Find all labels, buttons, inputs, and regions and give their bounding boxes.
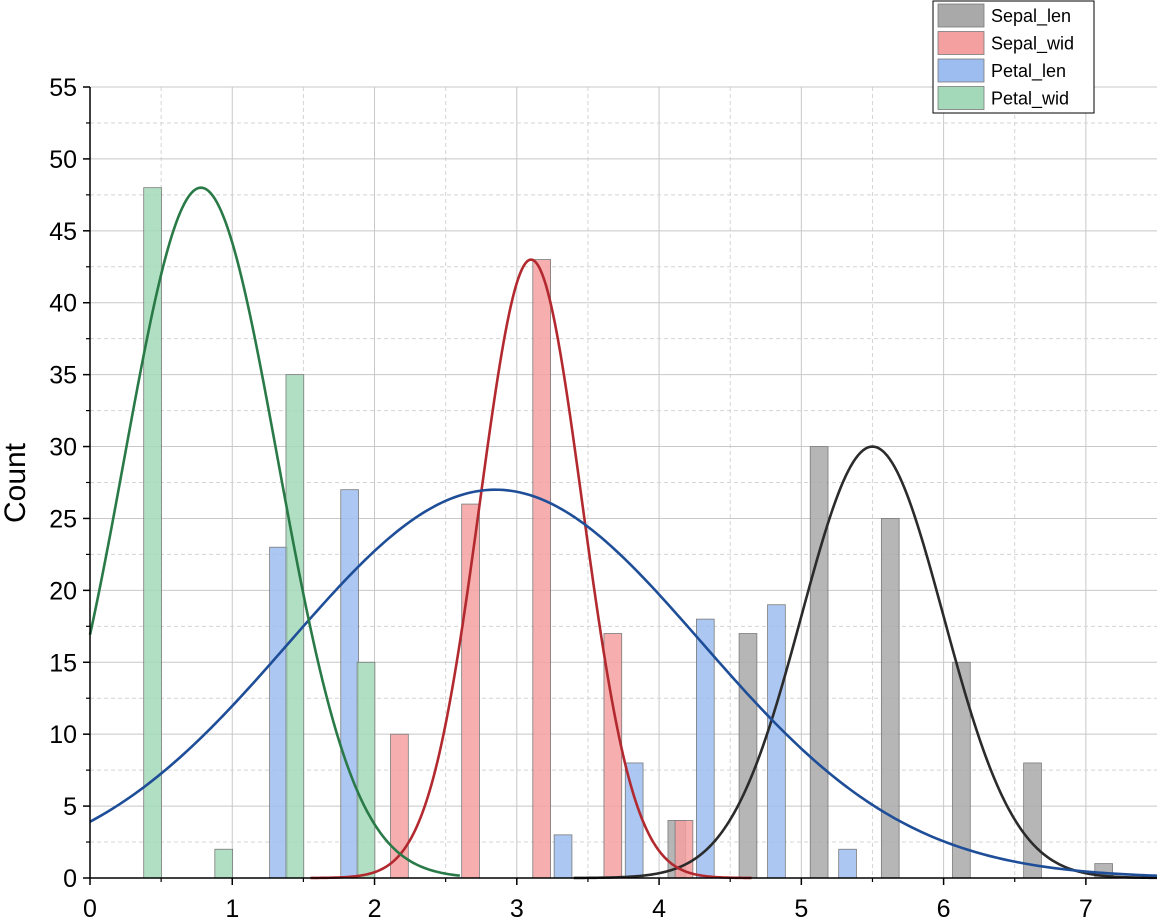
bar: [696, 618, 715, 879]
fit-curve: [89, 488, 1158, 878]
bar: [738, 633, 758, 879]
legend-swatch: [937, 86, 985, 110]
legend-swatch: [937, 31, 985, 55]
bar: [532, 259, 551, 879]
x-tick-label: 5: [794, 895, 808, 921]
bar: [674, 820, 694, 879]
y-tick-label: 20: [49, 577, 77, 605]
y-axis-title: Count: [0, 442, 32, 523]
y-tick-label: 50: [49, 146, 77, 174]
legend-label: Petal_wid: [991, 89, 1069, 110]
y-tick-label: 25: [49, 505, 77, 533]
x-tick-label: 4: [652, 895, 666, 921]
bar: [285, 374, 305, 879]
fit-curve: [573, 445, 1158, 880]
fit-curve: [310, 258, 752, 880]
bar: [767, 604, 786, 879]
bar: [809, 446, 829, 879]
y-tick-label: 45: [49, 218, 77, 246]
bar: [269, 546, 288, 879]
bar: [624, 762, 644, 879]
y-tick-label: 55: [49, 74, 77, 102]
legend: Sepal_len Sepal_wid Petal_len Petal_wid: [932, 0, 1095, 114]
y-tick-label: 0: [63, 865, 77, 893]
legend-label: Petal_len: [991, 61, 1066, 82]
fit-curve: [88, 186, 461, 877]
bar: [880, 518, 900, 879]
bar: [1023, 762, 1042, 879]
x-tick-label: 2: [368, 895, 382, 921]
x-tick-label: 6: [937, 895, 951, 921]
legend-swatch: [937, 58, 985, 83]
bar: [461, 503, 480, 879]
bar: [356, 661, 376, 879]
x-tick-label: 3: [510, 895, 524, 921]
legend-swatch: [937, 3, 985, 28]
fit-curves: [88, 186, 1158, 880]
bar: [340, 489, 359, 879]
legend-label: Sepal_len: [991, 6, 1071, 27]
bar: [214, 848, 234, 879]
y-tick-label: 15: [49, 649, 77, 677]
y-tick-label: 35: [49, 362, 77, 390]
x-tick-label: 1: [225, 895, 239, 921]
bar: [838, 848, 857, 879]
y-tick-label: 10: [49, 721, 77, 749]
legend-label: Sepal_wid: [991, 34, 1074, 55]
x-tick-label: 0: [83, 895, 97, 921]
y-tick-label: 5: [63, 793, 77, 821]
bar: [553, 834, 573, 879]
x-tick-label: 7: [1079, 895, 1093, 921]
y-tick-label: 30: [49, 434, 77, 462]
y-tick-label: 40: [49, 290, 77, 318]
